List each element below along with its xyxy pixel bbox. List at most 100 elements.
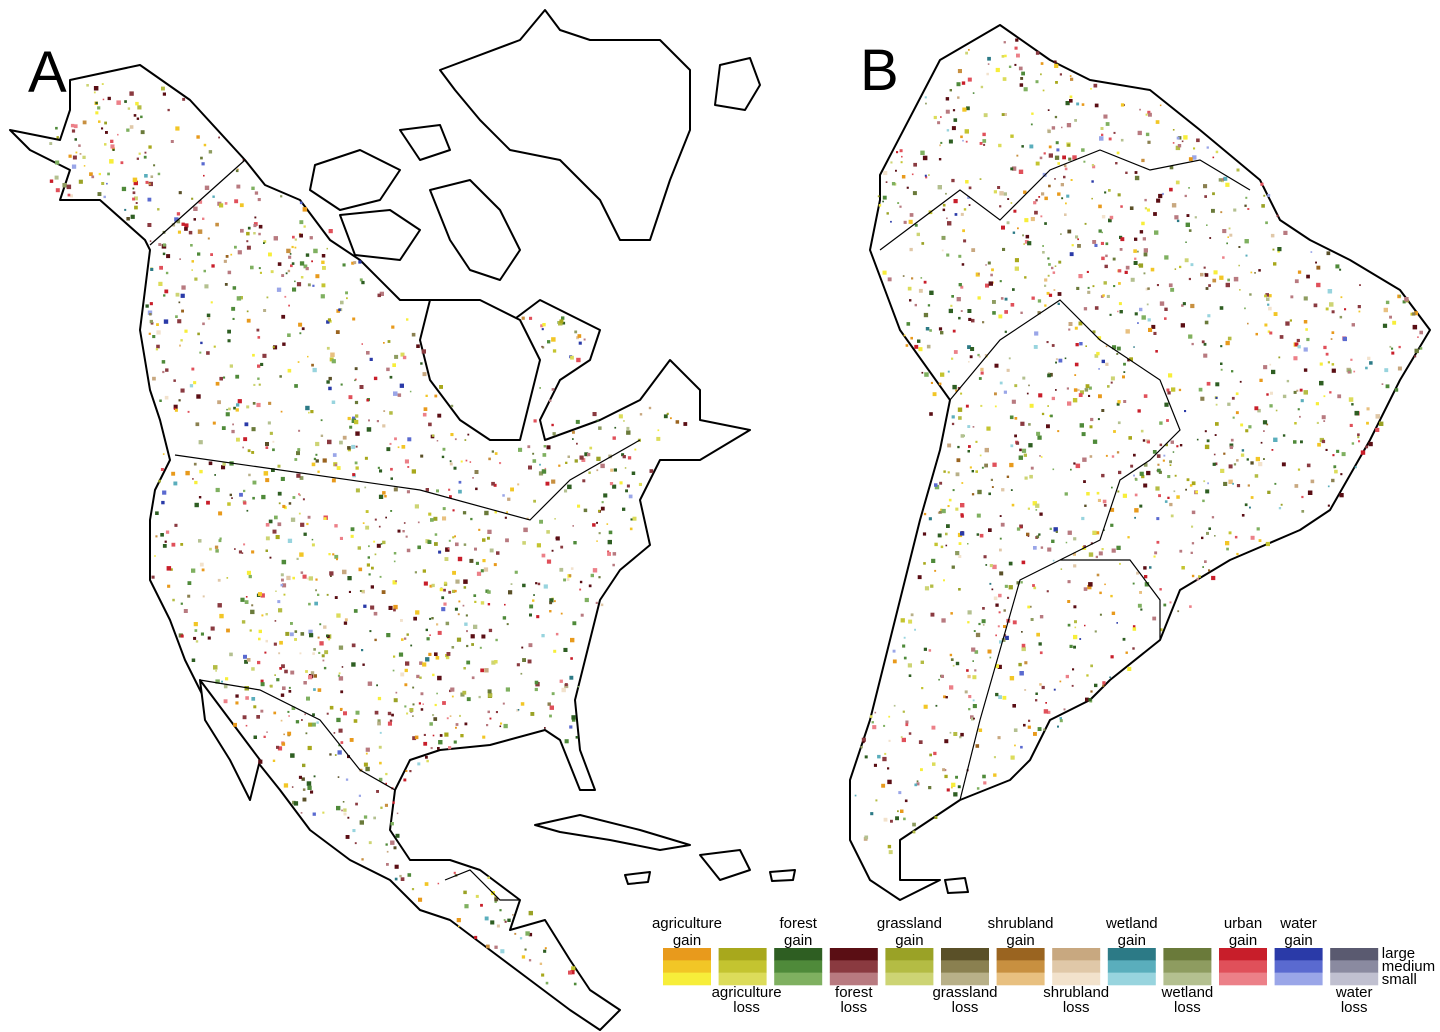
change-dot: [1215, 403, 1218, 406]
change-dot: [136, 157, 139, 160]
change-dot: [342, 569, 347, 575]
change-dot: [1139, 504, 1143, 508]
change-dot: [1110, 594, 1113, 598]
change-dot: [887, 277, 892, 282]
change-dot: [1206, 224, 1208, 226]
change-dot: [393, 655, 396, 658]
baja-california: [199, 679, 261, 801]
change-dot: [291, 262, 295, 265]
change-dot: [449, 495, 452, 498]
change-dot: [239, 296, 243, 300]
change-dot: [1205, 489, 1210, 494]
change-dot: [297, 361, 300, 363]
change-dot: [1179, 549, 1183, 553]
change-dot: [225, 255, 229, 258]
change-dot: [908, 732, 912, 735]
change-dot: [260, 682, 265, 687]
change-dot: [993, 596, 998, 601]
change-dot: [1419, 347, 1423, 350]
change-dot: [190, 244, 193, 247]
change-dot: [1139, 591, 1142, 594]
change-dot: [460, 460, 463, 463]
change-dot: [439, 734, 443, 737]
change-dot: [155, 535, 158, 538]
change-dot: [313, 688, 316, 691]
change-dot: [245, 696, 249, 700]
legend-label: urban: [1224, 915, 1262, 932]
change-dot: [958, 555, 962, 558]
change-dot: [887, 767, 890, 770]
change-dot: [948, 139, 953, 144]
change-dot: [1250, 461, 1254, 465]
change-dot: [1156, 454, 1161, 458]
change-dot: [1125, 265, 1130, 270]
change-dot: [887, 779, 892, 785]
change-dot: [432, 734, 435, 737]
change-dot: [1161, 192, 1164, 196]
change-dot: [1090, 690, 1093, 693]
change-dot: [1113, 131, 1116, 134]
change-dot: [1254, 474, 1259, 478]
change-dot: [925, 176, 928, 179]
change-dot: [683, 422, 688, 426]
change-dot: [1164, 307, 1168, 311]
legend-swatch: [774, 972, 823, 986]
change-dot: [1101, 548, 1104, 551]
change-dot: [1052, 271, 1056, 274]
change-dot: [474, 470, 479, 474]
change-dot: [267, 421, 271, 425]
change-dot: [1274, 482, 1277, 485]
change-dot: [307, 745, 312, 751]
change-dot: [347, 448, 351, 452]
change-dot: [505, 538, 509, 543]
change-dot: [1305, 328, 1308, 331]
legend-swatch: [718, 960, 767, 973]
change-dot: [98, 120, 101, 123]
change-dot: [1357, 433, 1360, 436]
change-dot: [983, 781, 987, 785]
change-dot: [902, 644, 906, 648]
change-dot: [281, 742, 286, 746]
change-dot: [434, 652, 438, 656]
change-dot: [951, 415, 955, 419]
change-dot: [287, 368, 292, 373]
change-dot: [343, 621, 348, 625]
change-dot: [491, 660, 496, 665]
change-dot: [455, 726, 457, 729]
change-dot: [433, 516, 438, 521]
legend-swatch: [1052, 972, 1101, 986]
change-dot: [906, 322, 911, 326]
change-dot: [332, 453, 337, 457]
change-dot: [1229, 233, 1233, 237]
change-dot: [1317, 442, 1321, 447]
change-dot: [1075, 235, 1079, 239]
change-dot: [236, 184, 241, 189]
change-dot: [1227, 278, 1230, 282]
change-dot: [391, 713, 394, 717]
change-dot: [951, 786, 953, 789]
change-dot: [583, 508, 588, 513]
change-dot: [143, 155, 147, 159]
change-dot: [390, 510, 393, 512]
change-dot: [978, 622, 981, 626]
change-dot: [243, 654, 247, 659]
change-dot: [290, 670, 295, 675]
change-dot: [1028, 719, 1031, 722]
change-dot: [1321, 415, 1326, 420]
change-dot: [467, 433, 470, 436]
change-dot: [1105, 362, 1109, 366]
change-dot: [1022, 234, 1024, 237]
change-dot: [361, 649, 364, 652]
change-dot: [1021, 560, 1026, 565]
change-dot: [231, 306, 236, 311]
change-dot: [446, 652, 451, 656]
change-dot: [291, 706, 296, 710]
change-dot: [1182, 302, 1186, 306]
change-dot: [595, 601, 598, 604]
change-dot: [564, 683, 568, 687]
change-dot: [321, 654, 325, 658]
change-dot: [1412, 324, 1418, 330]
change-dot: [464, 722, 468, 726]
change-dot: [979, 178, 982, 180]
change-dot: [428, 512, 432, 516]
